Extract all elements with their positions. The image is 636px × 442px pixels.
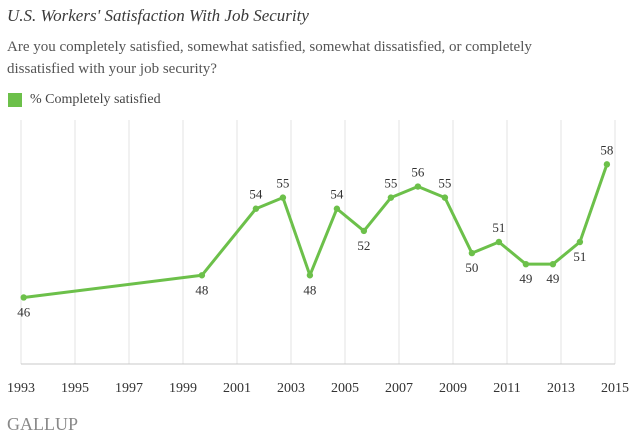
data-point — [333, 205, 341, 212]
data-point — [522, 260, 530, 268]
data-point — [387, 194, 395, 201]
data-point — [603, 161, 611, 168]
data-label: 54 — [330, 187, 344, 202]
data-point — [495, 238, 503, 246]
x-tick-label: 2011 — [493, 381, 520, 396]
x-tick-label: 2003 — [277, 381, 305, 396]
data-label: 55 — [384, 176, 397, 191]
x-tick-label: 1999 — [169, 381, 197, 396]
x-tick-label: 1997 — [115, 381, 143, 396]
data-point — [414, 183, 422, 190]
data-point — [360, 227, 368, 235]
data-label: 50 — [465, 260, 478, 275]
chart-title: U.S. Workers' Satisfaction With Job Secu… — [7, 6, 309, 25]
data-label: 48 — [195, 282, 208, 297]
data-label: 55 — [276, 176, 289, 191]
data-point — [252, 205, 260, 212]
x-tick-label: 2001 — [223, 381, 251, 396]
legend: % Completely satisfied — [8, 92, 161, 108]
chart-subtitle: Are you completely satisfied, somewhat s… — [7, 39, 532, 77]
data-point — [549, 260, 557, 268]
x-tick-label: 1993 — [7, 381, 35, 396]
x-tick-label: 1995 — [61, 381, 89, 396]
data-label: 51 — [573, 249, 586, 264]
x-tick-label: 2009 — [439, 381, 467, 396]
data-label: 51 — [492, 220, 505, 235]
legend-swatch — [8, 93, 22, 107]
x-tick-label: 2007 — [385, 381, 413, 396]
data-label: 55 — [438, 176, 451, 191]
data-label: 58 — [600, 142, 613, 157]
series-line — [22, 162, 609, 299]
data-label: 52 — [357, 238, 370, 253]
data-point — [441, 194, 449, 201]
data-point — [576, 238, 584, 246]
data-point — [306, 272, 314, 279]
data-label: 46 — [17, 304, 31, 319]
gallup-logo: GALLUP — [7, 414, 78, 434]
legend-label: % Completely satisfied — [30, 92, 161, 107]
x-tick-label: 2013 — [547, 381, 575, 396]
data-point — [198, 272, 206, 279]
x-tick-label: 2005 — [331, 381, 359, 396]
data-label: 49 — [546, 271, 559, 286]
data-label: 56 — [411, 165, 425, 180]
data-point — [20, 294, 27, 301]
data-point — [468, 249, 476, 257]
data-label: 49 — [519, 271, 532, 286]
data-label: 48 — [303, 282, 316, 297]
data-label: 54 — [249, 187, 263, 202]
x-tick-label: 2015 — [601, 381, 629, 396]
data-point — [279, 194, 287, 201]
